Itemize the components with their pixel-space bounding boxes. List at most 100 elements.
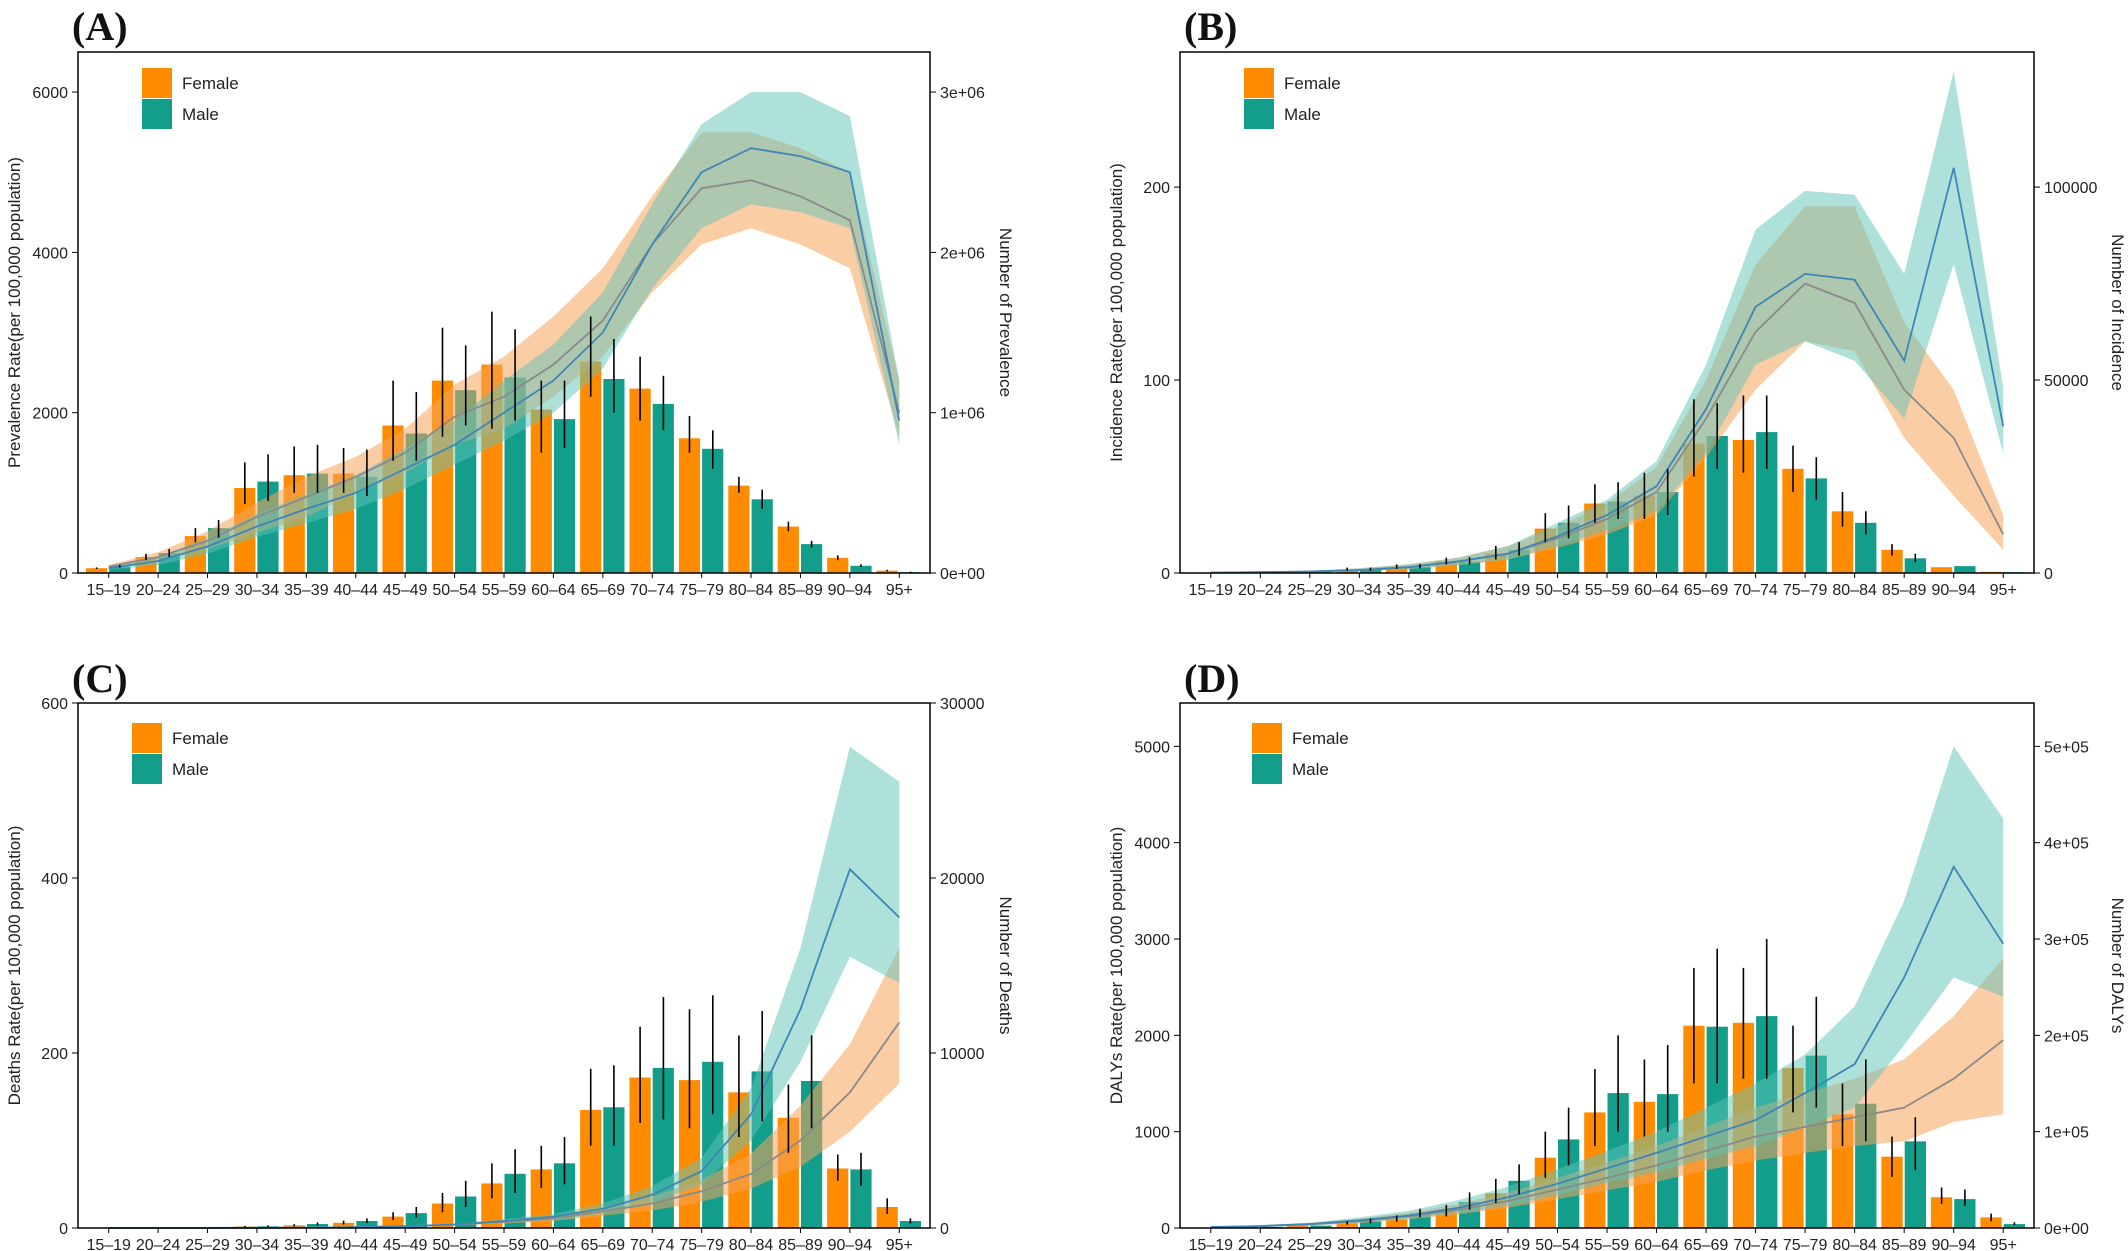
legend-swatch-female — [1244, 68, 1274, 98]
y-tick-label: 0 — [59, 1221, 68, 1238]
bar-female-12 — [1732, 439, 1755, 573]
bar-male-16 — [850, 1169, 872, 1228]
bar-male-6 — [1458, 561, 1481, 573]
bar-male-11 — [1706, 436, 1728, 573]
y2-tick-label: 3e+05 — [2044, 932, 2089, 949]
bar-male-17 — [899, 1221, 921, 1228]
y-tick-label: 200 — [41, 1046, 68, 1063]
bar-male-11 — [603, 379, 625, 573]
bar-male-15 — [1904, 1141, 1926, 1228]
x-tick-label: 15–19 — [86, 582, 131, 599]
bar-male-15 — [801, 544, 823, 573]
x-tick-label: 75–79 — [679, 582, 724, 599]
x-tick-label: 35–39 — [1387, 1237, 1432, 1251]
legend-swatch-female — [1252, 723, 1282, 753]
bar-female-14 — [728, 485, 750, 573]
chart-panel-c: (C) 15–19 20–24 25–29 30–34 35–39 40–44 45–49 50… — [5, 656, 1015, 1251]
x-tick-label: 20–24 — [136, 1237, 181, 1251]
bar-male-5 — [306, 1224, 329, 1228]
legend-label-female: Female — [1292, 729, 1349, 748]
y2-tick-label: 5e+05 — [2044, 739, 2089, 756]
y-tick-label: 4000 — [32, 245, 68, 262]
x-tick-label: 15–19 — [1189, 1237, 1234, 1251]
y2-tick-label: 10000 — [940, 1046, 985, 1063]
bar-female-3 — [1287, 1225, 1309, 1228]
bar-female-15 — [777, 526, 799, 573]
bar-male-17 — [2003, 1224, 2025, 1228]
x-tick-label: 40–44 — [1436, 582, 1481, 599]
panel-label: (A) — [72, 4, 128, 49]
bar-male-14 — [751, 499, 773, 573]
bar-male-16 — [850, 565, 872, 573]
x-tick-label: 65–69 — [1684, 1237, 1729, 1251]
x-tick-label: 45–49 — [383, 1237, 428, 1251]
bar-female-16 — [1930, 567, 1953, 573]
uncertainty-band-male — [1210, 71, 2004, 573]
x-tick-label: 80–84 — [1832, 582, 1877, 599]
bar-female-6 — [1435, 561, 1457, 573]
bar-female-10 — [530, 1169, 552, 1228]
x-tick-label: 25–29 — [1288, 1237, 1333, 1251]
x-tick-label: 40–44 — [334, 1237, 379, 1251]
legend-swatch-male — [142, 99, 172, 129]
bar-female-7 — [382, 1216, 404, 1228]
x-tick-label: 65–69 — [1684, 582, 1729, 599]
y2-tick-label: 2e+05 — [2044, 1028, 2089, 1045]
y-tick-label: 0 — [1161, 1221, 1170, 1238]
bar-female-13 — [1782, 468, 1804, 573]
x-tick-label: 30–34 — [235, 582, 280, 599]
bar-female-11 — [580, 361, 602, 573]
bar-male-14 — [1855, 522, 1877, 573]
x-tick-label: 20–24 — [1238, 582, 1283, 599]
panel-label: (D) — [1184, 656, 1240, 701]
bar-female-5 — [283, 1225, 305, 1228]
uncertainty-band-female — [108, 132, 900, 569]
bar-male-1 — [109, 566, 131, 573]
legend-swatch-female — [132, 723, 162, 753]
panel-label: (C) — [72, 656, 128, 701]
x-tick-label: 95+ — [1990, 582, 2017, 599]
bar-male-6 — [356, 1221, 378, 1228]
bar-female-16 — [827, 1168, 849, 1228]
bar-male-16 — [1954, 566, 1976, 573]
x-tick-label: 55–59 — [1585, 1237, 1630, 1251]
y2-tick-label: 30000 — [940, 696, 985, 713]
bar-female-14 — [1831, 511, 1854, 573]
x-tick-label: 75–79 — [679, 1237, 724, 1251]
y-axis-title: DALYs Rate(per 100,000 population) — [1107, 827, 1126, 1105]
rate-line-male — [1210, 864, 2004, 1228]
y2-tick-label: 0 — [2044, 566, 2053, 583]
x-tick-label: 70–74 — [630, 1237, 675, 1251]
y2-tick-label: 2e+06 — [940, 245, 985, 262]
y2-tick-label: 1e+05 — [2044, 1125, 2089, 1142]
bar-female-6 — [333, 1222, 355, 1229]
y-tick-label: 2000 — [32, 406, 68, 423]
x-tick-label: 45–49 — [1486, 1237, 1531, 1251]
y-tick-label: 400 — [41, 871, 68, 888]
x-tick-label: 30–34 — [235, 1237, 280, 1251]
x-tick-label: 55–59 — [482, 1237, 527, 1251]
rate-line-male — [108, 147, 901, 570]
x-tick-label: 90–94 — [1931, 582, 1976, 599]
bar-male-3 — [1310, 1225, 1332, 1228]
bar-female-9 — [481, 1183, 503, 1228]
panel-label: (B) — [1184, 4, 1237, 49]
bar-female-17 — [876, 570, 898, 573]
y2-axis-title: Number of Deaths — [996, 897, 1015, 1035]
bar-female-16 — [1930, 1197, 1953, 1228]
x-tick-label: 65–69 — [581, 582, 626, 599]
x-tick-label: 75–79 — [1783, 1237, 1828, 1251]
chart-panel-d: (D) 15–19 20–24 25–29 30–34 35–39 40–44 45–49 50… — [1107, 656, 2127, 1251]
legend-swatch-male — [1244, 99, 1274, 129]
x-tick-label: 35–39 — [284, 1237, 329, 1251]
y-tick-label: 5000 — [1134, 739, 1170, 756]
bar-male-12 — [652, 403, 674, 573]
x-tick-label: 25–29 — [1288, 582, 1333, 599]
bar-female-1 — [86, 568, 108, 573]
x-tick-label: 75–79 — [1783, 582, 1828, 599]
x-tick-label: 30–34 — [1337, 582, 1382, 599]
x-tick-label: 15–19 — [1189, 582, 1234, 599]
x-tick-label: 25–29 — [185, 1237, 230, 1251]
y2-axis-title: Number of Incidence — [2108, 234, 2127, 391]
